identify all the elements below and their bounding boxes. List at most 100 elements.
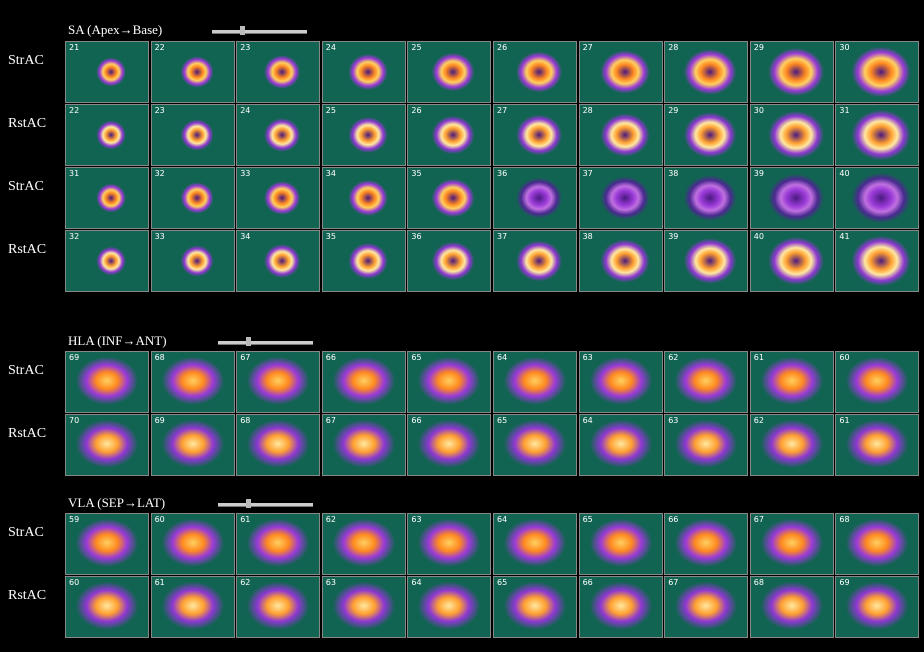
frame-number: 64 bbox=[497, 515, 508, 524]
image-frame: 25 bbox=[321, 104, 406, 166]
image-frame: 63 bbox=[321, 576, 406, 638]
slider[interactable] bbox=[218, 337, 313, 346]
frame-number: 63 bbox=[668, 416, 679, 425]
frame-number: 28 bbox=[582, 106, 593, 115]
image-frame: 68 bbox=[150, 351, 235, 413]
frame-number: 22 bbox=[154, 43, 165, 52]
image-frame: 63 bbox=[407, 513, 492, 575]
frame-number: 35 bbox=[325, 232, 336, 241]
frame-number: 65 bbox=[411, 353, 422, 362]
image-frame: 22 bbox=[150, 41, 235, 103]
row-label: RstAC bbox=[8, 242, 47, 257]
image-frame: 28 bbox=[664, 41, 749, 103]
image-frame: 24 bbox=[321, 41, 406, 103]
frame-number: 69 bbox=[839, 578, 850, 587]
image-frame: 40 bbox=[749, 230, 834, 292]
image-frame: 33 bbox=[236, 167, 321, 229]
frame-number: 27 bbox=[497, 106, 508, 115]
frame-number: 63 bbox=[411, 515, 422, 524]
row-label: RstAC bbox=[8, 588, 47, 603]
frame-number: 69 bbox=[154, 416, 165, 425]
frame-number: 37 bbox=[497, 232, 508, 241]
image-frame: 25 bbox=[407, 41, 492, 103]
image-frame: 64 bbox=[493, 351, 577, 413]
image-frame: 23 bbox=[150, 104, 235, 166]
image-frame: 34 bbox=[321, 167, 406, 229]
image-frame: 40 bbox=[835, 167, 920, 229]
image-frame: 37 bbox=[578, 167, 663, 229]
frame-number: 64 bbox=[497, 353, 508, 362]
image-frame: 33 bbox=[150, 230, 235, 292]
frame-number: 24 bbox=[240, 106, 251, 115]
frame-number: 39 bbox=[668, 232, 679, 241]
image-frame: 41 bbox=[835, 230, 920, 292]
frame-number: 35 bbox=[411, 169, 422, 178]
frame-number: 66 bbox=[668, 515, 679, 524]
frame-number: 61 bbox=[154, 578, 165, 587]
frame-number: 60 bbox=[839, 353, 850, 362]
image-frame: 64 bbox=[493, 513, 577, 575]
row-label: StrAC bbox=[8, 53, 44, 68]
image-frame: 36 bbox=[407, 230, 492, 292]
image-frame: 68 bbox=[749, 576, 834, 638]
frame-number: 63 bbox=[582, 353, 593, 362]
image-frame: 60 bbox=[65, 576, 149, 638]
image-frame: 38 bbox=[664, 167, 749, 229]
image-frame: 28 bbox=[578, 104, 663, 166]
image-frame: 69 bbox=[150, 414, 235, 476]
image-frame: 66 bbox=[321, 351, 406, 413]
slider[interactable] bbox=[218, 499, 313, 508]
frame-number: 30 bbox=[753, 106, 764, 115]
frame-number: 67 bbox=[668, 578, 679, 587]
frame-number: 67 bbox=[325, 416, 336, 425]
frame-number: 68 bbox=[753, 578, 764, 587]
image-frame: 61 bbox=[150, 576, 235, 638]
frame-number: 68 bbox=[839, 515, 850, 524]
image-frame: 67 bbox=[749, 513, 834, 575]
frame-number: 25 bbox=[411, 43, 422, 52]
frame-number: 68 bbox=[240, 416, 251, 425]
image-frame: 70 bbox=[65, 414, 149, 476]
frame-number: 59 bbox=[69, 515, 80, 524]
image-frame: 62 bbox=[321, 513, 406, 575]
image-frame: 68 bbox=[835, 513, 920, 575]
frame-number: 36 bbox=[411, 232, 422, 241]
frame-number: 65 bbox=[497, 578, 508, 587]
frame-number: 24 bbox=[325, 43, 336, 52]
image-frame: 37 bbox=[493, 230, 577, 292]
image-frame: 35 bbox=[321, 230, 406, 292]
frame-number: 22 bbox=[69, 106, 80, 115]
image-frame: 66 bbox=[578, 576, 663, 638]
frame-number: 66 bbox=[411, 416, 422, 425]
image-frame: 29 bbox=[749, 41, 834, 103]
frame-number: 33 bbox=[154, 232, 165, 241]
image-frame: 29 bbox=[664, 104, 749, 166]
frame-number: 69 bbox=[69, 353, 80, 362]
frame-number: 66 bbox=[325, 353, 336, 362]
frame-number: 36 bbox=[497, 169, 508, 178]
frame-number: 26 bbox=[497, 43, 508, 52]
image-frame: 32 bbox=[150, 167, 235, 229]
frame-number: 25 bbox=[325, 106, 336, 115]
image-frame: 63 bbox=[664, 414, 749, 476]
image-frame: 66 bbox=[664, 513, 749, 575]
slider-knob bbox=[240, 26, 245, 35]
image-frame: 30 bbox=[835, 41, 920, 103]
frame-number: 60 bbox=[69, 578, 80, 587]
image-frame: 61 bbox=[749, 351, 834, 413]
image-frame: 67 bbox=[321, 414, 406, 476]
frame-number: 66 bbox=[582, 578, 593, 587]
row-label: StrAC bbox=[8, 525, 44, 540]
frame-number: 65 bbox=[497, 416, 508, 425]
image-frame: 61 bbox=[835, 414, 920, 476]
frame-number: 37 bbox=[582, 169, 593, 178]
image-frame: 69 bbox=[65, 351, 149, 413]
image-frame: 32 bbox=[65, 230, 149, 292]
slider[interactable] bbox=[212, 26, 307, 35]
image-frame: 62 bbox=[749, 414, 834, 476]
frame-number: 40 bbox=[839, 169, 850, 178]
frame-number: 33 bbox=[240, 169, 251, 178]
frame-number: 41 bbox=[839, 232, 850, 241]
image-frame: 59 bbox=[65, 513, 149, 575]
frame-number: 21 bbox=[69, 43, 80, 52]
